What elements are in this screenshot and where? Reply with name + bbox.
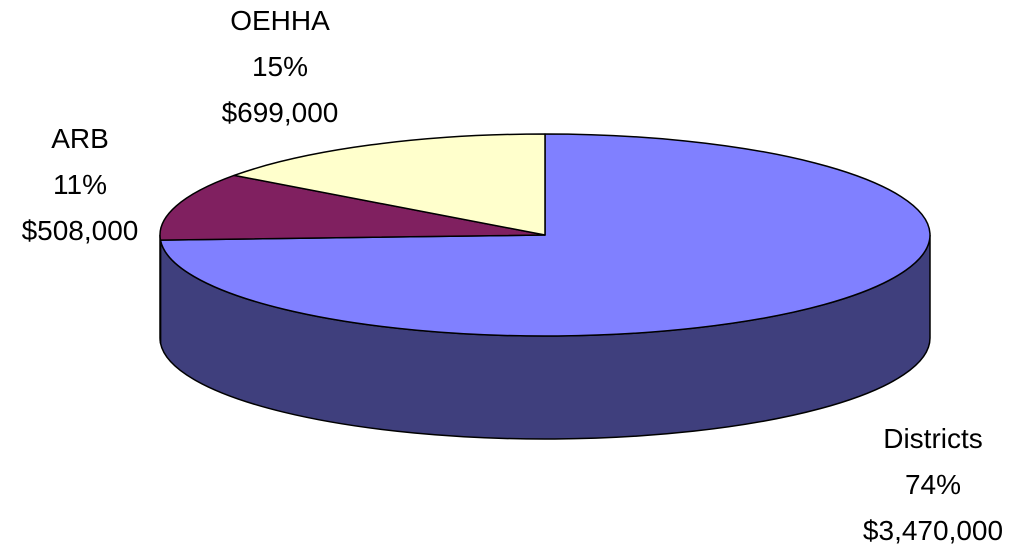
slice-oehha: [233, 133, 546, 236]
label-arb: ARB 11% $508,000: [22, 123, 139, 246]
label-arb-percent: 11%: [53, 169, 107, 200]
label-arb-name: ARB: [51, 123, 109, 154]
label-districts: Districts 74% $3,470,000: [863, 423, 1003, 546]
label-oehha-percent: 15%: [252, 51, 308, 82]
label-oehha-value: $699,000: [222, 97, 339, 128]
slice-arb: [159, 174, 546, 241]
slice-labels: Districts 74% $3,470,000 ARB 11% $508,00…: [22, 5, 1003, 546]
label-districts-percent: 74%: [905, 469, 961, 500]
pie-slices: [159, 133, 931, 337]
label-districts-name: Districts: [883, 423, 983, 454]
label-oehha: OEHHA 15% $699,000: [222, 5, 339, 128]
label-oehha-name: OEHHA: [230, 5, 330, 36]
label-arb-value: $508,000: [22, 215, 139, 246]
label-districts-value: $3,470,000: [863, 515, 1003, 546]
